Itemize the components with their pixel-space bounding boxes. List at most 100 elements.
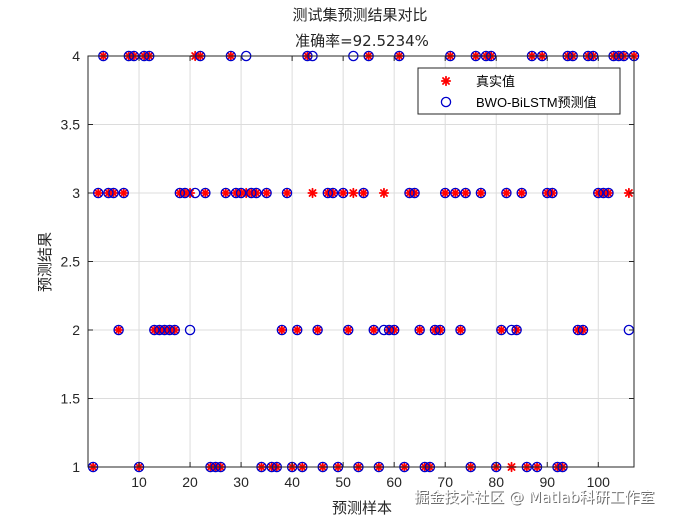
predicted-value-point — [358, 187, 369, 199]
x-tick-label: 10 — [131, 474, 147, 490]
predicted-value-point — [154, 324, 165, 336]
true-value-point — [455, 324, 466, 336]
true-value-point — [358, 187, 369, 199]
predicted-value-point — [220, 187, 232, 199]
y-tick-label: 1 — [72, 459, 80, 475]
legend-asterisk-icon — [440, 75, 452, 87]
predicted-value-point — [164, 324, 175, 336]
y-tick-label: 2.5 — [61, 254, 81, 270]
true-value-point — [450, 187, 461, 199]
x-tick-label: 60 — [386, 474, 402, 490]
y-axis-label: 预测结果 — [36, 232, 54, 292]
predicted-value-point — [409, 187, 420, 199]
true-value-point — [475, 187, 487, 199]
predicted-value-point — [455, 324, 466, 336]
predicted-value-point — [312, 324, 323, 336]
true-value-point — [623, 187, 634, 199]
true-value-point — [261, 187, 272, 199]
predicted-value-point — [179, 187, 191, 199]
predicted-value-point — [118, 187, 129, 199]
x-tick-label: 100 — [587, 474, 611, 490]
predicted-value-point — [378, 324, 390, 336]
predicted-value-point — [184, 324, 196, 336]
predicted-value-point — [603, 187, 614, 199]
true-value-point — [118, 187, 129, 199]
predicted-value-point — [261, 187, 272, 199]
predicted-value-point — [542, 187, 553, 199]
x-axis-label: 预测样本 — [332, 499, 392, 517]
true-value-point — [281, 187, 293, 199]
true-value-point — [200, 187, 211, 199]
true-value-point — [338, 187, 349, 199]
true-value-point — [343, 324, 354, 336]
x-tick-label: 90 — [539, 474, 555, 490]
true-value-point — [414, 324, 425, 336]
true-value-point — [276, 324, 288, 336]
predicted-value-point — [169, 324, 180, 336]
true-value-point — [113, 324, 124, 336]
y-tick-label: 3.5 — [61, 117, 81, 133]
legend-box — [417, 67, 621, 115]
predicted-value-point — [475, 187, 487, 199]
predicted-value-point — [235, 187, 247, 199]
predicted-value-point — [383, 324, 395, 336]
y-tick-label: 4 — [72, 48, 80, 64]
predicted-value-point — [388, 324, 400, 336]
y-tick-label: 1.5 — [61, 391, 81, 407]
true-value-point — [368, 324, 379, 336]
predicted-value-point — [593, 187, 604, 199]
predicted-value-point — [159, 324, 170, 336]
predicted-value-point — [281, 187, 293, 199]
predicted-value-point — [434, 324, 446, 336]
true-value-point — [93, 187, 104, 199]
x-tick-label: 30 — [233, 474, 249, 490]
predicted-value-point — [414, 324, 425, 336]
x-tick-label: 80 — [488, 474, 504, 490]
predicted-value-point — [230, 187, 242, 199]
predicted-value-point — [200, 187, 211, 199]
x-tick-label: 40 — [284, 474, 300, 490]
predicted-value-point — [496, 324, 507, 336]
predicted-value-point — [450, 187, 461, 199]
predicted-value-point — [276, 324, 288, 336]
predicted-value-point — [246, 187, 257, 199]
true-value-point — [220, 187, 231, 199]
predicted-value-point — [149, 324, 160, 336]
predicted-value-point — [598, 187, 609, 199]
predicted-value-point — [460, 187, 471, 199]
predicted-value-point — [291, 324, 303, 336]
predicted-value-point — [322, 187, 334, 199]
predicted-value-point — [337, 187, 349, 199]
true-value-point — [348, 187, 359, 199]
predicted-value-point — [577, 324, 589, 336]
predicted-value-point — [327, 187, 339, 199]
legend-label-true-value: 真实值 — [476, 74, 515, 89]
predicted-value-point — [368, 324, 380, 336]
watermark-shadow: 掘金技术社区 @ Matlab科研工作室 — [415, 489, 655, 507]
predicted-value-point — [251, 187, 262, 199]
x-tick-label: 20 — [182, 474, 198, 490]
true-value-point — [307, 187, 318, 199]
legend: 真实值 BWO-BiLSTM预测值 — [417, 67, 621, 115]
legend-marker-true-value — [440, 75, 452, 87]
chart-subtitle: 准确率=92.5234% — [295, 32, 429, 50]
predicted-value-point — [103, 187, 114, 199]
true-value-point — [496, 324, 507, 336]
predicted-value-point — [506, 324, 517, 336]
legend-circle-icon — [440, 96, 452, 108]
predicted-value-point — [501, 187, 512, 199]
axis-ticks: 10 20 30 40 50 60 70 80 90 100 1 1.5 2 2.5 3 3.5 4 — [61, 48, 634, 490]
predicted-value-point — [572, 324, 584, 336]
predicted-value-point — [439, 187, 451, 199]
legend-label-predicted: BWO-BiLSTM预测值 — [476, 95, 597, 110]
predicted-value-point — [511, 324, 522, 336]
predicted-value-point — [189, 187, 201, 199]
true-value-point — [292, 324, 303, 336]
chart-title: 测试集预测结果对比 — [292, 6, 427, 24]
true-value-point — [501, 187, 512, 199]
watermark: 掘金技术社区 @ Matlab科研工作室 — [414, 488, 654, 506]
legend-marker-predicted — [440, 96, 452, 108]
y-tick-label: 2 — [72, 322, 80, 338]
true-value-point — [516, 187, 527, 199]
